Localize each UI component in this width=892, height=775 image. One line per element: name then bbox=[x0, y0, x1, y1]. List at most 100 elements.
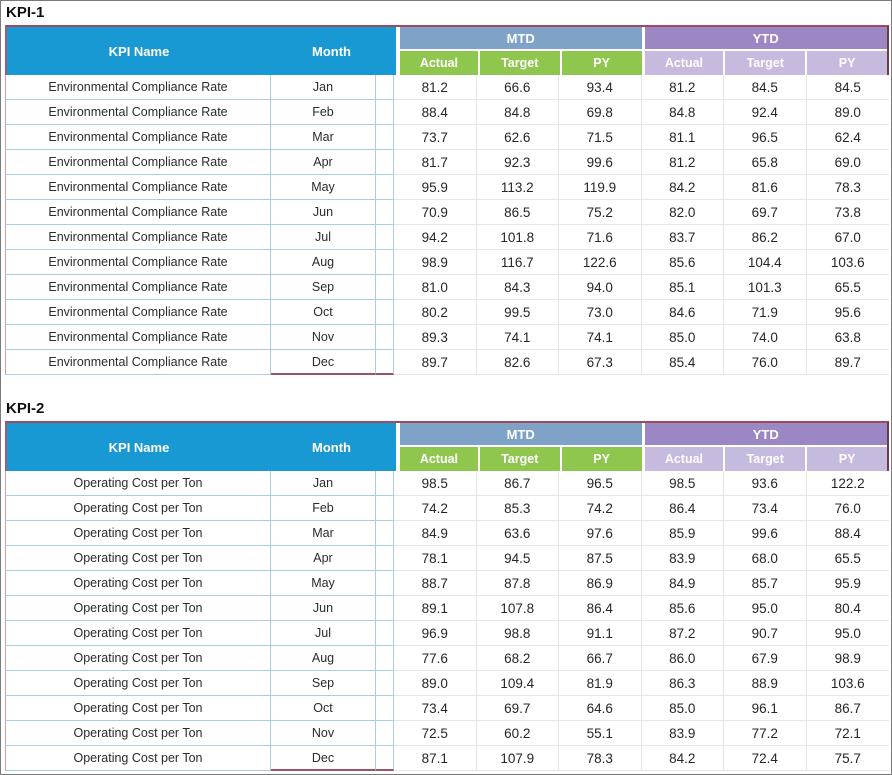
value-cell[interactable]: 84.2 bbox=[641, 746, 724, 771]
value-cell[interactable]: 93.4 bbox=[559, 75, 642, 100]
month-cell[interactable]: Apr bbox=[271, 546, 376, 571]
value-cell[interactable]: 95.9 bbox=[394, 175, 477, 200]
kpi-name-cell[interactable]: Environmental Compliance Rate bbox=[5, 150, 271, 175]
value-cell[interactable]: 98.8 bbox=[476, 621, 559, 646]
value-cell[interactable]: 81.6 bbox=[724, 175, 807, 200]
value-cell[interactable]: 81.7 bbox=[394, 150, 477, 175]
value-cell[interactable]: 86.0 bbox=[641, 646, 724, 671]
value-cell[interactable]: 84.3 bbox=[476, 275, 559, 300]
value-cell[interactable]: 67.0 bbox=[806, 225, 889, 250]
value-cell[interactable]: 98.5 bbox=[394, 471, 477, 496]
kpi-name-cell[interactable]: Environmental Compliance Rate bbox=[5, 200, 271, 225]
mtd-actual-header[interactable]: Actual bbox=[396, 447, 478, 471]
value-cell[interactable]: 73.0 bbox=[559, 300, 642, 325]
value-cell[interactable]: 66.7 bbox=[559, 646, 642, 671]
value-cell[interactable]: 71.6 bbox=[559, 225, 642, 250]
value-cell[interactable]: 87.8 bbox=[476, 571, 559, 596]
value-cell[interactable]: 73.4 bbox=[724, 496, 807, 521]
month-cell[interactable]: Dec bbox=[271, 746, 376, 771]
value-cell[interactable]: 95.6 bbox=[806, 300, 889, 325]
value-cell[interactable]: 73.8 bbox=[806, 200, 889, 225]
value-cell[interactable]: 97.6 bbox=[559, 521, 642, 546]
value-cell[interactable]: 116.7 bbox=[476, 250, 559, 275]
value-cell[interactable]: 69.0 bbox=[806, 150, 889, 175]
value-cell[interactable]: 91.1 bbox=[559, 621, 642, 646]
value-cell[interactable]: 65.5 bbox=[806, 275, 889, 300]
month-cell[interactable]: Jan bbox=[271, 471, 376, 496]
value-cell[interactable]: 94.5 bbox=[476, 546, 559, 571]
value-cell[interactable]: 88.4 bbox=[806, 521, 889, 546]
value-cell[interactable]: 70.9 bbox=[394, 200, 477, 225]
value-cell[interactable]: 107.8 bbox=[476, 596, 559, 621]
value-cell[interactable]: 83.9 bbox=[641, 721, 724, 746]
mtd-actual-header[interactable]: Actual bbox=[396, 51, 478, 75]
value-cell[interactable]: 84.6 bbox=[641, 300, 724, 325]
month-cell[interactable]: Feb bbox=[271, 100, 376, 125]
month-cell[interactable]: Jul bbox=[271, 621, 376, 646]
month-cell[interactable]: Aug bbox=[271, 250, 376, 275]
value-cell[interactable]: 66.6 bbox=[476, 75, 559, 100]
kpi-name-cell[interactable]: Operating Cost per Ton bbox=[5, 721, 271, 746]
value-cell[interactable]: 90.7 bbox=[724, 621, 807, 646]
value-cell[interactable]: 85.6 bbox=[641, 250, 724, 275]
kpi-name-cell[interactable]: Operating Cost per Ton bbox=[5, 596, 271, 621]
kpi-name-cell[interactable]: Environmental Compliance Rate bbox=[5, 350, 271, 375]
value-cell[interactable]: 92.4 bbox=[724, 100, 807, 125]
value-cell[interactable]: 96.5 bbox=[724, 125, 807, 150]
value-cell[interactable]: 84.5 bbox=[724, 75, 807, 100]
value-cell[interactable]: 94.2 bbox=[394, 225, 477, 250]
value-cell[interactable]: 89.1 bbox=[394, 596, 477, 621]
ytd-actual-header[interactable]: Actual bbox=[641, 447, 724, 471]
value-cell[interactable]: 86.4 bbox=[641, 496, 724, 521]
value-cell[interactable]: 88.7 bbox=[394, 571, 477, 596]
value-cell[interactable]: 93.6 bbox=[724, 471, 807, 496]
value-cell[interactable]: 86.4 bbox=[559, 596, 642, 621]
month-cell[interactable]: Sep bbox=[271, 275, 376, 300]
value-cell[interactable]: 85.9 bbox=[641, 521, 724, 546]
mtd-py-header[interactable]: PY bbox=[559, 447, 642, 471]
value-cell[interactable]: 103.6 bbox=[806, 671, 889, 696]
value-cell[interactable]: 88.4 bbox=[394, 100, 477, 125]
ytd-actual-header[interactable]: Actual bbox=[641, 51, 724, 75]
value-cell[interactable]: 64.6 bbox=[559, 696, 642, 721]
value-cell[interactable]: 80.4 bbox=[806, 596, 889, 621]
value-cell[interactable]: 74.2 bbox=[394, 496, 477, 521]
value-cell[interactable]: 77.6 bbox=[394, 646, 477, 671]
value-cell[interactable]: 88.9 bbox=[724, 671, 807, 696]
value-cell[interactable]: 89.7 bbox=[394, 350, 477, 375]
mtd-py-header[interactable]: PY bbox=[559, 51, 642, 75]
value-cell[interactable]: 73.4 bbox=[394, 696, 477, 721]
value-cell[interactable]: 84.9 bbox=[394, 521, 477, 546]
value-cell[interactable]: 83.7 bbox=[641, 225, 724, 250]
value-cell[interactable]: 65.5 bbox=[806, 546, 889, 571]
kpi-name-cell[interactable]: Operating Cost per Ton bbox=[5, 496, 271, 521]
value-cell[interactable]: 81.2 bbox=[394, 75, 477, 100]
value-cell[interactable]: 113.2 bbox=[476, 175, 559, 200]
month-cell[interactable]: Jan bbox=[271, 75, 376, 100]
value-cell[interactable]: 87.5 bbox=[559, 546, 642, 571]
value-cell[interactable]: 85.1 bbox=[641, 275, 724, 300]
value-cell[interactable]: 85.3 bbox=[476, 496, 559, 521]
value-cell[interactable]: 60.2 bbox=[476, 721, 559, 746]
value-cell[interactable]: 63.8 bbox=[806, 325, 889, 350]
kpi-name-cell[interactable]: Operating Cost per Ton bbox=[5, 571, 271, 596]
month-cell[interactable]: Sep bbox=[271, 671, 376, 696]
value-cell[interactable]: 94.0 bbox=[559, 275, 642, 300]
value-cell[interactable]: 68.0 bbox=[724, 546, 807, 571]
value-cell[interactable]: 95.0 bbox=[806, 621, 889, 646]
value-cell[interactable]: 99.6 bbox=[724, 521, 807, 546]
value-cell[interactable]: 69.7 bbox=[724, 200, 807, 225]
kpi-name-cell[interactable]: Operating Cost per Ton bbox=[5, 696, 271, 721]
month-cell[interactable]: May bbox=[271, 175, 376, 200]
value-cell[interactable]: 89.0 bbox=[394, 671, 477, 696]
month-column-header[interactable]: Month bbox=[312, 43, 351, 59]
value-cell[interactable]: 89.7 bbox=[806, 350, 889, 375]
value-cell[interactable]: 81.1 bbox=[641, 125, 724, 150]
kpi-name-cell[interactable]: Environmental Compliance Rate bbox=[5, 300, 271, 325]
value-cell[interactable]: 119.9 bbox=[559, 175, 642, 200]
kpi-name-cell[interactable]: Environmental Compliance Rate bbox=[5, 100, 271, 125]
value-cell[interactable]: 82.0 bbox=[641, 200, 724, 225]
kpi-name-cell[interactable]: Operating Cost per Ton bbox=[5, 521, 271, 546]
mtd-group-header[interactable]: MTD bbox=[396, 423, 642, 447]
value-cell[interactable]: 82.6 bbox=[476, 350, 559, 375]
